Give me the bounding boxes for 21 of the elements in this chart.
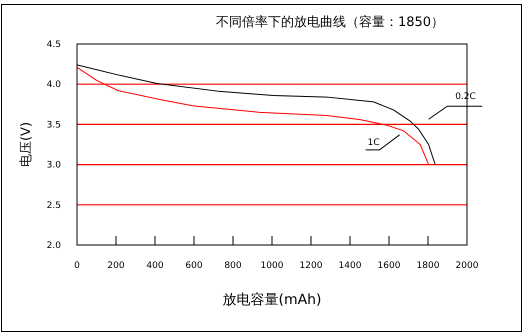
x-tick-label: 0 (74, 261, 80, 271)
x-tick-label: 1400 (338, 261, 362, 271)
x-tick-label: 1000 (260, 261, 284, 271)
x-tick-label: 600 (185, 261, 203, 271)
x-tick-label: 400 (146, 261, 164, 271)
series-label: 1C (368, 138, 380, 148)
x-tick-label: 200 (107, 261, 125, 271)
x-tick-label: 1800 (416, 261, 440, 271)
y-tick-label: 2.5 (46, 200, 61, 211)
chart-title: 不同倍率下的放电曲线（容量：1850） (216, 14, 444, 30)
y-tick-label: 3.5 (46, 120, 61, 130)
y-tick-label: 4.5 (46, 40, 61, 50)
y-tick-label: 3.0 (46, 160, 62, 171)
x-tick-label: 800 (224, 261, 242, 271)
x-tick-label: 1600 (378, 261, 401, 271)
y-axis-title: 电压(V) (19, 122, 34, 168)
x-tick-label: 1200 (300, 261, 323, 271)
y-tick-label: 2.0 (46, 241, 62, 251)
x-axis-title: 放电容量(mAh) (222, 292, 322, 308)
y-tick-label: 4.0 (46, 80, 62, 90)
x-tick-label: 2000 (456, 261, 479, 271)
